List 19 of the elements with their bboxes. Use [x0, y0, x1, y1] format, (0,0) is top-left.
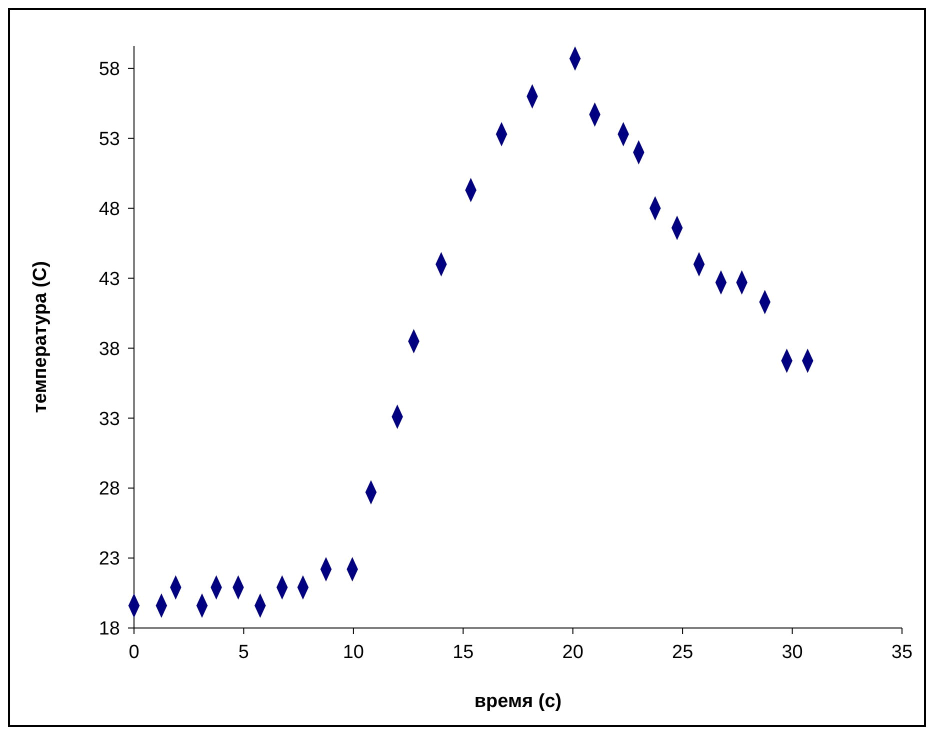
x-tick-label: 35: [891, 642, 913, 663]
y-tick-label: 53: [98, 128, 120, 150]
x-tick-label: 30: [782, 642, 803, 663]
y-tick-label: 43: [98, 268, 120, 290]
x-axis-title: время (с): [474, 691, 562, 712]
y-tick-label: 23: [98, 548, 120, 570]
x-tick-label: 20: [562, 642, 584, 663]
x-tick-label: 25: [672, 642, 694, 663]
y-tick-label: 38: [98, 338, 120, 360]
y-tick-label: 33: [98, 408, 120, 430]
x-tick-label: 10: [342, 642, 364, 663]
y-tick-label: 18: [98, 618, 120, 640]
x-tick-label: 15: [452, 642, 474, 663]
y-axis-title: температура (С): [30, 261, 51, 413]
y-tick-label: 28: [98, 478, 120, 500]
x-tick-label: 0: [128, 642, 140, 663]
y-tick-label: 48: [98, 198, 120, 220]
x-tick-label: 5: [238, 642, 250, 663]
y-tick-label: 58: [98, 59, 120, 80]
